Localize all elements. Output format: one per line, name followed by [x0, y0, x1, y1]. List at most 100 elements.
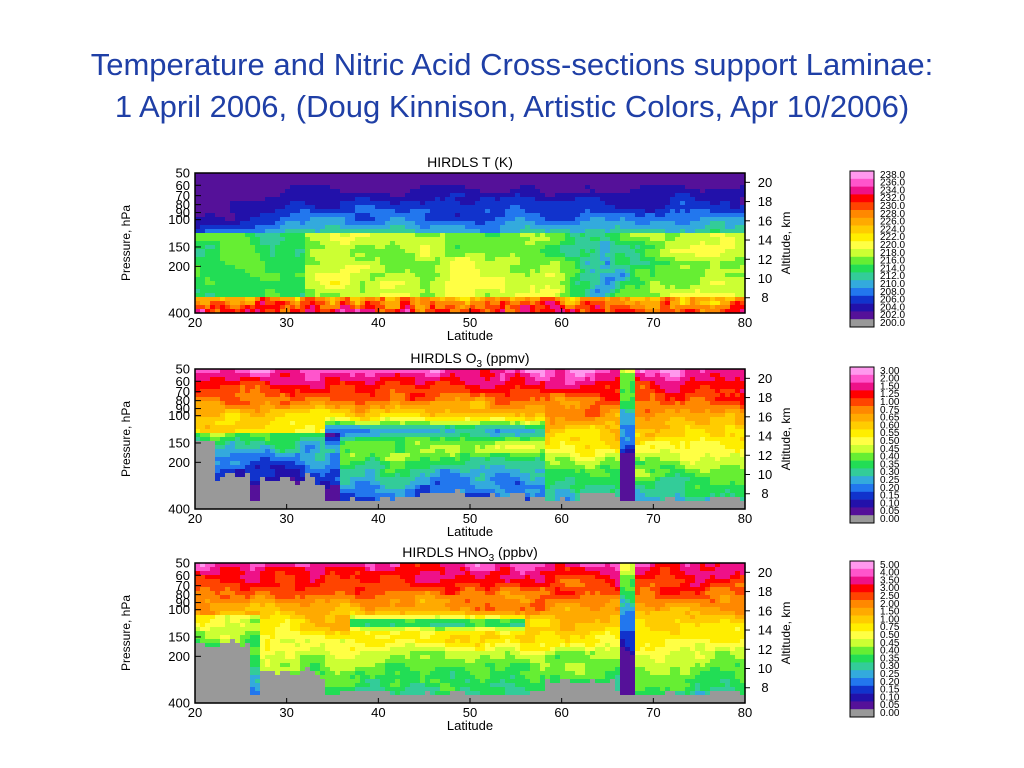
colorbar-label: 224.0	[880, 224, 905, 235]
colorbar-swatch	[850, 639, 874, 648]
colorbar-swatch	[850, 654, 874, 663]
colorbar-label: 212.0	[880, 271, 905, 282]
colorbar-label: 0.40	[880, 646, 900, 657]
y-tick-label: 60	[176, 374, 190, 389]
colorbar-label: 0.00	[880, 514, 900, 525]
colorbar-label: 1.50	[880, 607, 900, 618]
x-tick-label: 60	[554, 705, 568, 720]
colorbar-label: 0.75	[880, 622, 900, 633]
x-tick-label: 60	[554, 511, 568, 526]
colorbar-frame	[849, 170, 875, 328]
colorbar-swatch	[850, 615, 874, 624]
colorbar-label: 210.0	[880, 279, 905, 290]
y-tick-label: 80	[176, 587, 190, 602]
colorbar-swatch	[850, 256, 874, 265]
ozone-chart: HIRDLS O3 (ppmv)506070809010015020040020…	[119, 350, 900, 539]
x-axis-label: Latitude	[447, 524, 493, 539]
x-tick-label: 40	[371, 705, 385, 720]
colorbar-swatch	[850, 460, 874, 469]
y2-tick-label: 20	[758, 175, 772, 190]
x-tick-label: 30	[279, 315, 293, 330]
colorbar-label: 0.05	[880, 506, 900, 517]
colorbar-label: 4.00	[880, 568, 900, 579]
x-tick-label: 40	[371, 511, 385, 526]
y2-tick-label: 8	[761, 290, 768, 305]
colorbar-label: 0.00	[880, 708, 900, 719]
colorbar-label: 0.40	[880, 452, 900, 463]
colorbar-swatch	[850, 709, 874, 718]
y2-tick-label: 16	[758, 409, 772, 424]
colorbar-label: 0.35	[880, 653, 900, 664]
colorbar-swatch	[850, 476, 874, 485]
ozone-panel: HIRDLS O3 (ppmv) 50 60 70 80 90 100 150 200 400 20…	[100, 349, 960, 541]
colorbar-label: 1.00	[880, 614, 900, 625]
colorbar-label: 226.0	[880, 217, 905, 228]
y-axis-label: Pressure, hPa	[119, 205, 133, 281]
colorbar-label: 5.00	[880, 560, 900, 571]
colorbar-swatch	[850, 576, 874, 585]
chart-title: HIRDLS T (K)	[427, 154, 513, 170]
colorbar-swatch	[850, 685, 874, 694]
y-tick-label: 50	[176, 362, 190, 377]
x-tick-label: 80	[738, 705, 752, 720]
colorbar-label: 234.0	[880, 185, 905, 196]
y-tick-label: 50	[176, 166, 190, 181]
colorbar-label: 232.0	[880, 193, 905, 204]
y-tick-label: 200	[168, 649, 190, 664]
colorbar-label: 220.0	[880, 240, 905, 251]
colorbar-label: 216.0	[880, 256, 905, 267]
x-tick-label: 20	[188, 315, 202, 330]
colorbar-swatch	[850, 607, 874, 616]
y2-tick-label: 10	[758, 661, 772, 676]
colorbar-swatch	[850, 623, 874, 632]
colorbar-label: 0.10	[880, 498, 900, 509]
colorbar-swatch	[850, 507, 874, 516]
colorbar-swatch	[850, 390, 874, 399]
colorbar-swatch	[850, 592, 874, 601]
y2-tick-label: 16	[758, 213, 772, 228]
x-tick-label: 80	[738, 315, 752, 330]
heatmap-field	[195, 173, 746, 314]
colorbar-swatch	[850, 171, 874, 180]
chart-title: HIRDLS HNO3 (ppbv)	[402, 544, 538, 564]
colorbar-swatch	[850, 491, 874, 500]
colorbar-label: 3.00	[880, 583, 900, 594]
colorbar-swatch	[850, 249, 874, 258]
y2-tick-label: 14	[758, 233, 772, 248]
colorbar-swatch	[850, 264, 874, 273]
y-tick-label: 60	[176, 178, 190, 193]
colorbar-label: 3.00	[880, 366, 900, 377]
y-tick-label: 100	[168, 602, 190, 617]
y2-tick-label: 18	[758, 584, 772, 599]
colorbar-swatch	[850, 398, 874, 407]
colorbar-label: 206.0	[880, 295, 905, 306]
y2-tick-label: 12	[758, 448, 772, 463]
colorbar-swatch	[850, 406, 874, 415]
x-tick-label: 70	[646, 315, 660, 330]
colorbar-label: 0.25	[880, 669, 900, 680]
nitric-acid-panel: HIRDLS HNO3 (ppbv) 50 60 70 80 90 100 150 200 400…	[100, 543, 960, 735]
y2-tick-label: 18	[758, 390, 772, 405]
temperature-chart: HIRDLS T (K)5060708090100150200400201816…	[119, 154, 905, 343]
y-tick-label: 400	[168, 502, 190, 517]
colorbar-swatch	[850, 678, 874, 687]
colorbar-swatch	[850, 241, 874, 250]
y-tick-label: 90	[176, 205, 190, 220]
y2-tick-label: 12	[758, 252, 772, 267]
y2-tick-label: 8	[761, 486, 768, 501]
colorbar-label: 236.0	[880, 178, 905, 189]
x-tick-label: 20	[188, 705, 202, 720]
colorbar-swatch	[850, 429, 874, 438]
y-tick-label: 150	[168, 239, 190, 254]
y2-tick-label: 8	[761, 680, 768, 695]
colorbar-swatch	[850, 437, 874, 446]
y2-axis-label: Altitude, km	[779, 212, 793, 275]
colorbar-frame	[849, 366, 875, 524]
y-tick-label: 200	[168, 259, 190, 274]
y2-tick-label: 14	[758, 429, 772, 444]
y-tick-label: 400	[168, 696, 190, 711]
colorbar-label: 0.50	[880, 630, 900, 641]
colorbar-swatch	[850, 288, 874, 297]
x-tick-label: 70	[646, 511, 660, 526]
colorbar-swatch	[850, 233, 874, 242]
